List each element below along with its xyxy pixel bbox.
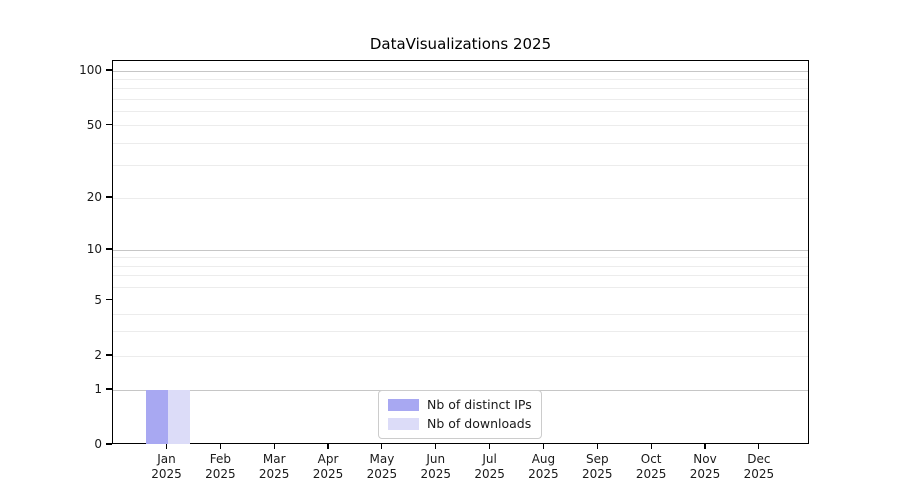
x-tick xyxy=(758,444,760,449)
gridline-minor xyxy=(113,197,808,199)
y-tick xyxy=(106,443,112,445)
bar-distinct-ips-jan-2025 xyxy=(145,390,168,444)
chart-title: DataVisualizations 2025 xyxy=(369,35,552,53)
x-tick-label-month: Jun xyxy=(426,452,446,466)
x-tick-label-year: 2025 xyxy=(528,467,559,481)
x-tick xyxy=(542,444,545,449)
legend-swatch-distinct-ips xyxy=(388,399,419,411)
gridline-minor xyxy=(113,165,808,167)
x-tick-label-month: Dec xyxy=(747,452,771,466)
x-tick-label: Dec 2025 xyxy=(731,452,787,482)
legend-item-downloads: Nb of downloads xyxy=(388,416,532,432)
y-tick-label: 50 xyxy=(86,117,102,132)
legend-swatch-downloads xyxy=(388,418,419,430)
gridline-major xyxy=(113,249,808,251)
y-tick xyxy=(106,298,112,301)
y-tick-label: 1 xyxy=(94,382,102,396)
x-tick-label: Jun 2025 xyxy=(408,452,464,482)
gridline-minor xyxy=(113,313,808,315)
x-tick-label-year: 2025 xyxy=(474,467,505,481)
x-tick-label: Jan 2025 xyxy=(139,452,195,482)
x-tick-label-month: Jan xyxy=(157,452,176,466)
x-tick-label-year: 2025 xyxy=(258,467,290,481)
x-tick-label-month: Apr xyxy=(317,452,339,466)
x-tick xyxy=(704,444,706,449)
x-tick xyxy=(489,444,491,449)
gridline-minor xyxy=(113,88,808,90)
gridline-minor xyxy=(113,78,808,80)
gridline-minor xyxy=(113,286,808,288)
x-tick xyxy=(596,444,598,449)
x-tick xyxy=(273,444,275,449)
y-tick-label: 10 xyxy=(86,242,102,256)
plot-area xyxy=(112,60,809,444)
x-tick-label-year: 2025 xyxy=(151,467,182,481)
legend-label-distinct-ips: Nb of distinct IPs xyxy=(427,397,532,412)
legend-item-distinct-ips: Nb of distinct IPs xyxy=(388,397,532,413)
gridline-minor xyxy=(113,257,808,259)
gridline-minor xyxy=(113,110,808,112)
x-tick-label-year: 2025 xyxy=(743,467,775,481)
gridline-minor xyxy=(113,98,808,100)
x-tick-label-month: Sep xyxy=(585,452,609,466)
legend-label-downloads: Nb of downloads xyxy=(427,416,532,431)
x-tick-label: May 2025 xyxy=(354,452,410,482)
y-tick xyxy=(106,354,112,356)
y-tick xyxy=(106,388,112,390)
x-tick-label-year: 2025 xyxy=(312,467,344,481)
x-tick-label-year: 2025 xyxy=(689,467,721,481)
x-tick-label-month: Mar xyxy=(262,452,286,466)
x-tick xyxy=(165,444,168,449)
x-tick-label: Oct 2025 xyxy=(623,452,679,482)
x-tick xyxy=(650,444,652,449)
y-tick xyxy=(106,196,112,198)
x-tick-label-month: Jul xyxy=(482,452,497,466)
y-tick-label: 20 xyxy=(86,190,102,204)
x-tick-label-year: 2025 xyxy=(635,467,667,481)
gridline-minor xyxy=(113,355,808,357)
x-tick-label: Feb 2025 xyxy=(192,452,248,482)
bar-downloads-jan-2025 xyxy=(167,390,190,444)
y-tick-label: 2 xyxy=(94,348,102,362)
x-tick-label-month: Aug xyxy=(531,452,556,466)
x-tick-label: Aug 2025 xyxy=(515,452,571,482)
x-tick-label: Jul 2025 xyxy=(462,452,518,482)
y-tick-label: 0 xyxy=(94,437,102,451)
gridline-minor xyxy=(113,275,808,277)
x-tick-label-month: May xyxy=(369,452,395,466)
x-tick-label: Mar 2025 xyxy=(246,452,302,482)
legend: Nb of distinct IPs Nb of downloads xyxy=(378,390,542,439)
y-tick xyxy=(106,69,112,71)
x-tick xyxy=(381,444,383,449)
y-tick xyxy=(106,123,112,126)
y-tick-label: 100 xyxy=(79,63,102,77)
gridline-minor xyxy=(113,330,808,332)
x-tick-label: Sep 2025 xyxy=(569,452,625,482)
x-tick-label-year: 2025 xyxy=(205,467,236,481)
x-tick-label-year: 2025 xyxy=(420,467,452,481)
x-tick xyxy=(327,444,329,449)
gridline-major xyxy=(113,70,808,72)
y-tick-label: 5 xyxy=(94,292,102,307)
y-tick xyxy=(106,248,112,250)
x-tick xyxy=(435,444,437,449)
x-tick-label-year: 2025 xyxy=(582,467,613,481)
x-tick-label: Apr 2025 xyxy=(300,452,356,482)
x-tick-label-year: 2025 xyxy=(366,467,398,481)
x-tick-label-month: Oct xyxy=(640,452,662,466)
gridline-minor xyxy=(113,125,808,126)
gridline-minor xyxy=(113,142,808,144)
x-tick-label-month: Nov xyxy=(693,452,717,466)
x-tick xyxy=(219,444,221,449)
x-tick-label: Nov 2025 xyxy=(677,452,733,482)
gridline-minor xyxy=(113,265,808,267)
x-tick-label-month: Feb xyxy=(209,452,231,466)
